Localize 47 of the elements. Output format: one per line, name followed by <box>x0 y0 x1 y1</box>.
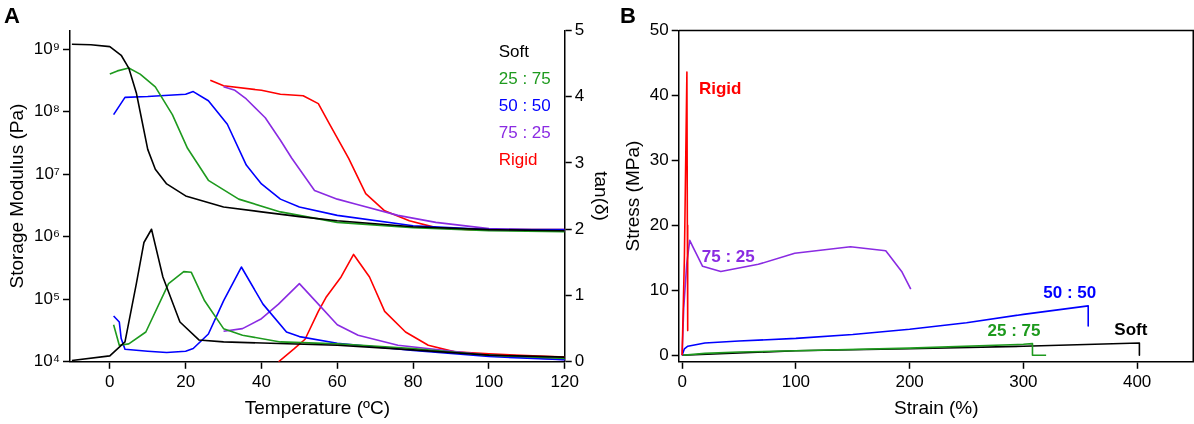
text: 75 : 25 <box>498 123 551 143</box>
text: 25 : 75 <box>498 69 551 89</box>
y2-tick-label: 3 <box>574 152 585 172</box>
x-tick-label: 300 <box>1009 371 1038 391</box>
x-tick-label: 60 <box>327 371 347 391</box>
y-tick-label: 40 <box>649 85 669 105</box>
y2-tick-label: 4 <box>574 86 585 106</box>
x-tick-label: 120 <box>550 371 579 391</box>
y2-tick-label: 2 <box>574 218 585 238</box>
chart-title: B <box>620 3 636 29</box>
series-label: 50 : 50 <box>1043 282 1097 302</box>
chart-title: A <box>4 3 20 29</box>
series-label: 25 : 75 <box>987 320 1041 340</box>
x-tick-label: 100 <box>474 371 504 391</box>
y-tick-label: 10⁴ <box>33 351 61 371</box>
y2-tick-label: 1 <box>574 285 585 305</box>
y2-tick-label: 0 <box>574 351 585 371</box>
x-tick-label: 400 <box>1122 371 1152 391</box>
x-axis-title: Temperature (ºC) <box>244 396 391 418</box>
text: Soft <box>498 42 530 62</box>
text: Rigid <box>498 150 538 170</box>
x-tick-label: 0 <box>105 371 115 391</box>
text: 50 : 50 <box>498 96 551 116</box>
y-tick-label: 20 <box>649 215 669 235</box>
series-label: Rigid <box>698 78 742 98</box>
y-tick-label: 10⁸ <box>33 101 61 121</box>
series-label: Soft <box>1114 319 1148 339</box>
x-tick-label: 100 <box>781 371 811 391</box>
y-tick-label: 10⁶ <box>34 226 61 246</box>
y-axis-title: Stress (MPa) <box>621 140 643 252</box>
y-tick-label: 0 <box>659 344 669 364</box>
y-tick-label: 30 <box>649 150 669 170</box>
x-tick-label: 40 <box>252 371 271 391</box>
x-tick-label: 0 <box>677 371 687 391</box>
series-label: 75 : 25 <box>701 247 755 267</box>
y2-axis-title: tan(δ) <box>591 171 613 221</box>
x-axis-title: Strain (%) <box>894 396 979 418</box>
y-tick-label: 10⁵ <box>34 288 61 308</box>
y-axis-title: Storage Modulus (Pa) <box>5 103 27 289</box>
x-tick-label: 80 <box>403 371 423 391</box>
x-tick-label: 20 <box>176 371 196 391</box>
x-tick-label: 200 <box>895 371 924 391</box>
y-tick-label: 10⁹ <box>33 38 61 58</box>
y-tick-label: 10⁷ <box>34 163 61 183</box>
y2-tick-label: 5 <box>574 20 585 40</box>
y-tick-label: 10 <box>649 280 669 300</box>
y-tick-label: 50 <box>649 20 669 40</box>
